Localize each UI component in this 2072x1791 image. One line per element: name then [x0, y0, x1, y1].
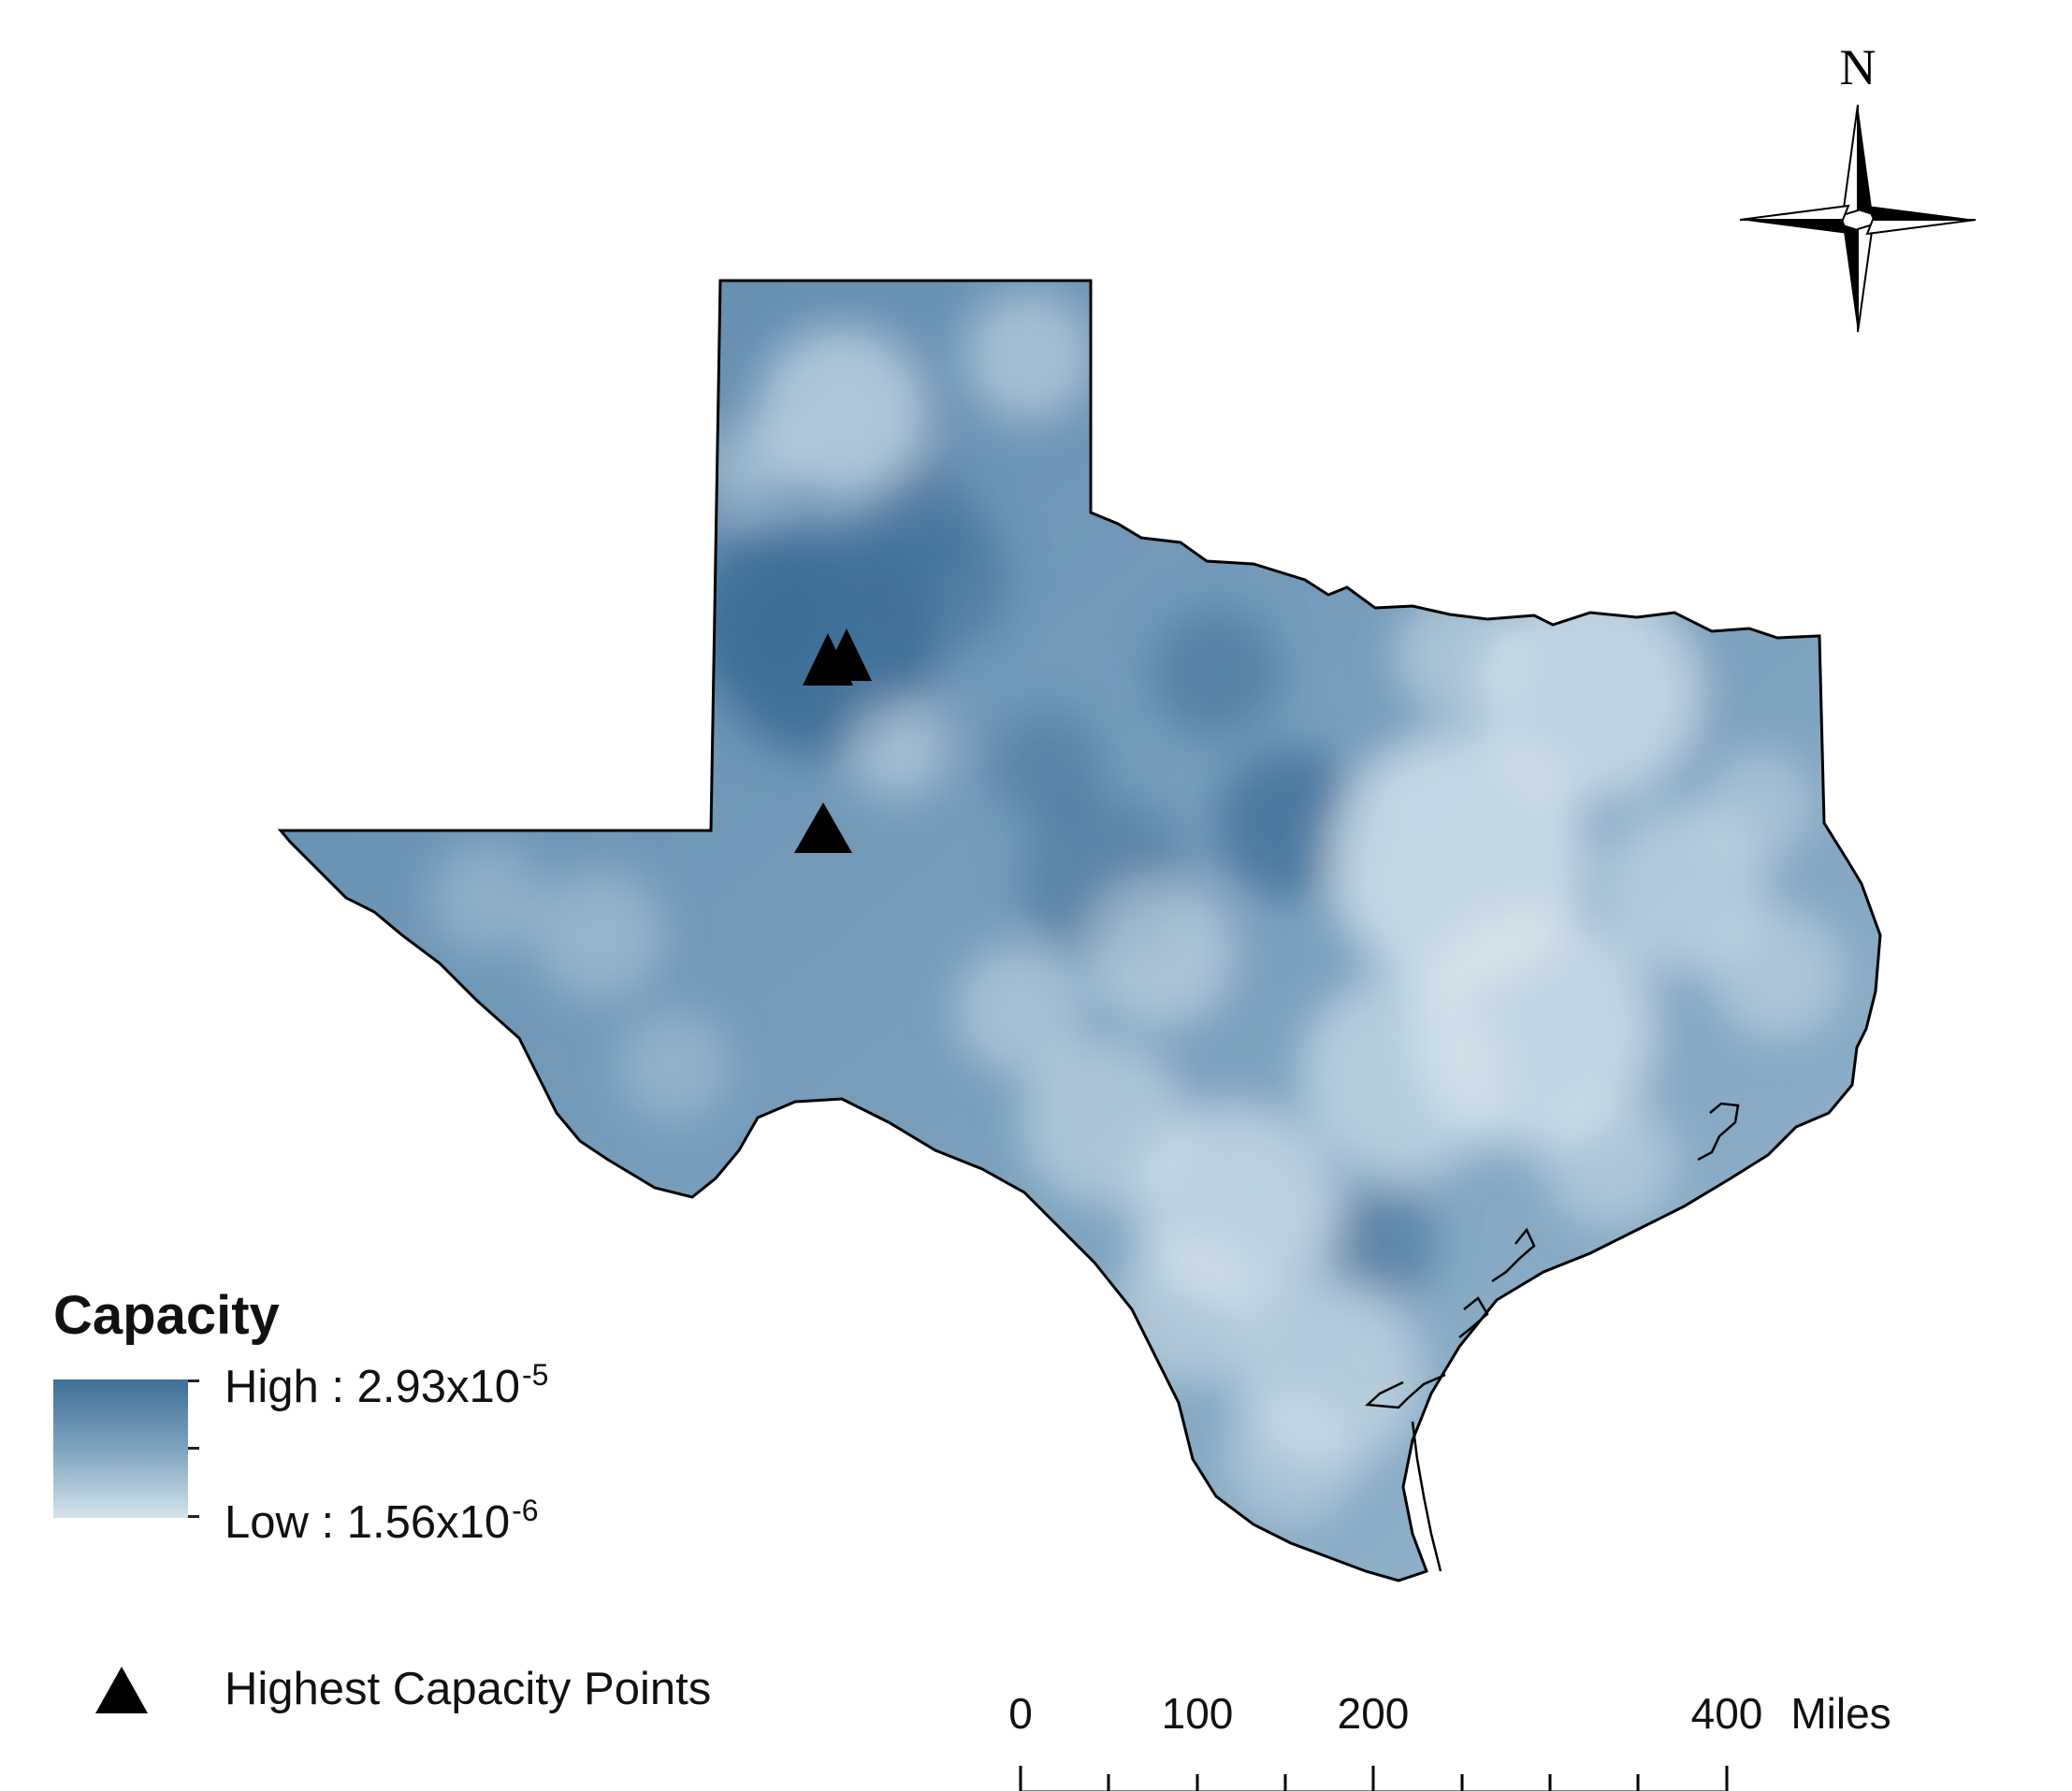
- highest-capacity-marker: [794, 802, 852, 853]
- highest-capacity-marker: [821, 628, 872, 681]
- legend-low-label: Low : 1.56x10-6: [225, 1494, 539, 1548]
- north-arrow: N: [1739, 39, 1977, 333]
- legend-points-label: Highest Capacity Points: [225, 1664, 712, 1714]
- scale-unit-label: Miles: [1790, 1689, 1891, 1738]
- legend-marker-symbol: [95, 1667, 148, 1713]
- north-arrow-point: [1841, 104, 1859, 217]
- ramp-tick-high: [188, 1379, 199, 1382]
- scale-bar: [1019, 1766, 1729, 1791]
- ramp-tick-low: [188, 1515, 199, 1518]
- state-raster: [281, 281, 1880, 1581]
- scale-label-400: 400: [1690, 1689, 1763, 1738]
- scale-label-0: 0: [1008, 1689, 1033, 1738]
- scale-label-200: 200: [1337, 1689, 1410, 1738]
- legend-title: Capacity: [53, 1285, 280, 1346]
- ramp-tick-mid: [188, 1447, 199, 1450]
- legend-color-ramp: [53, 1379, 188, 1518]
- highest-capacity-markers: [794, 628, 872, 853]
- coastline-bays: [1365, 1102, 1740, 1572]
- legend-high-label: High : 2.93x10-5: [225, 1358, 549, 1412]
- north-arrow-label: N: [1840, 39, 1876, 95]
- scale-label-100: 100: [1161, 1689, 1234, 1738]
